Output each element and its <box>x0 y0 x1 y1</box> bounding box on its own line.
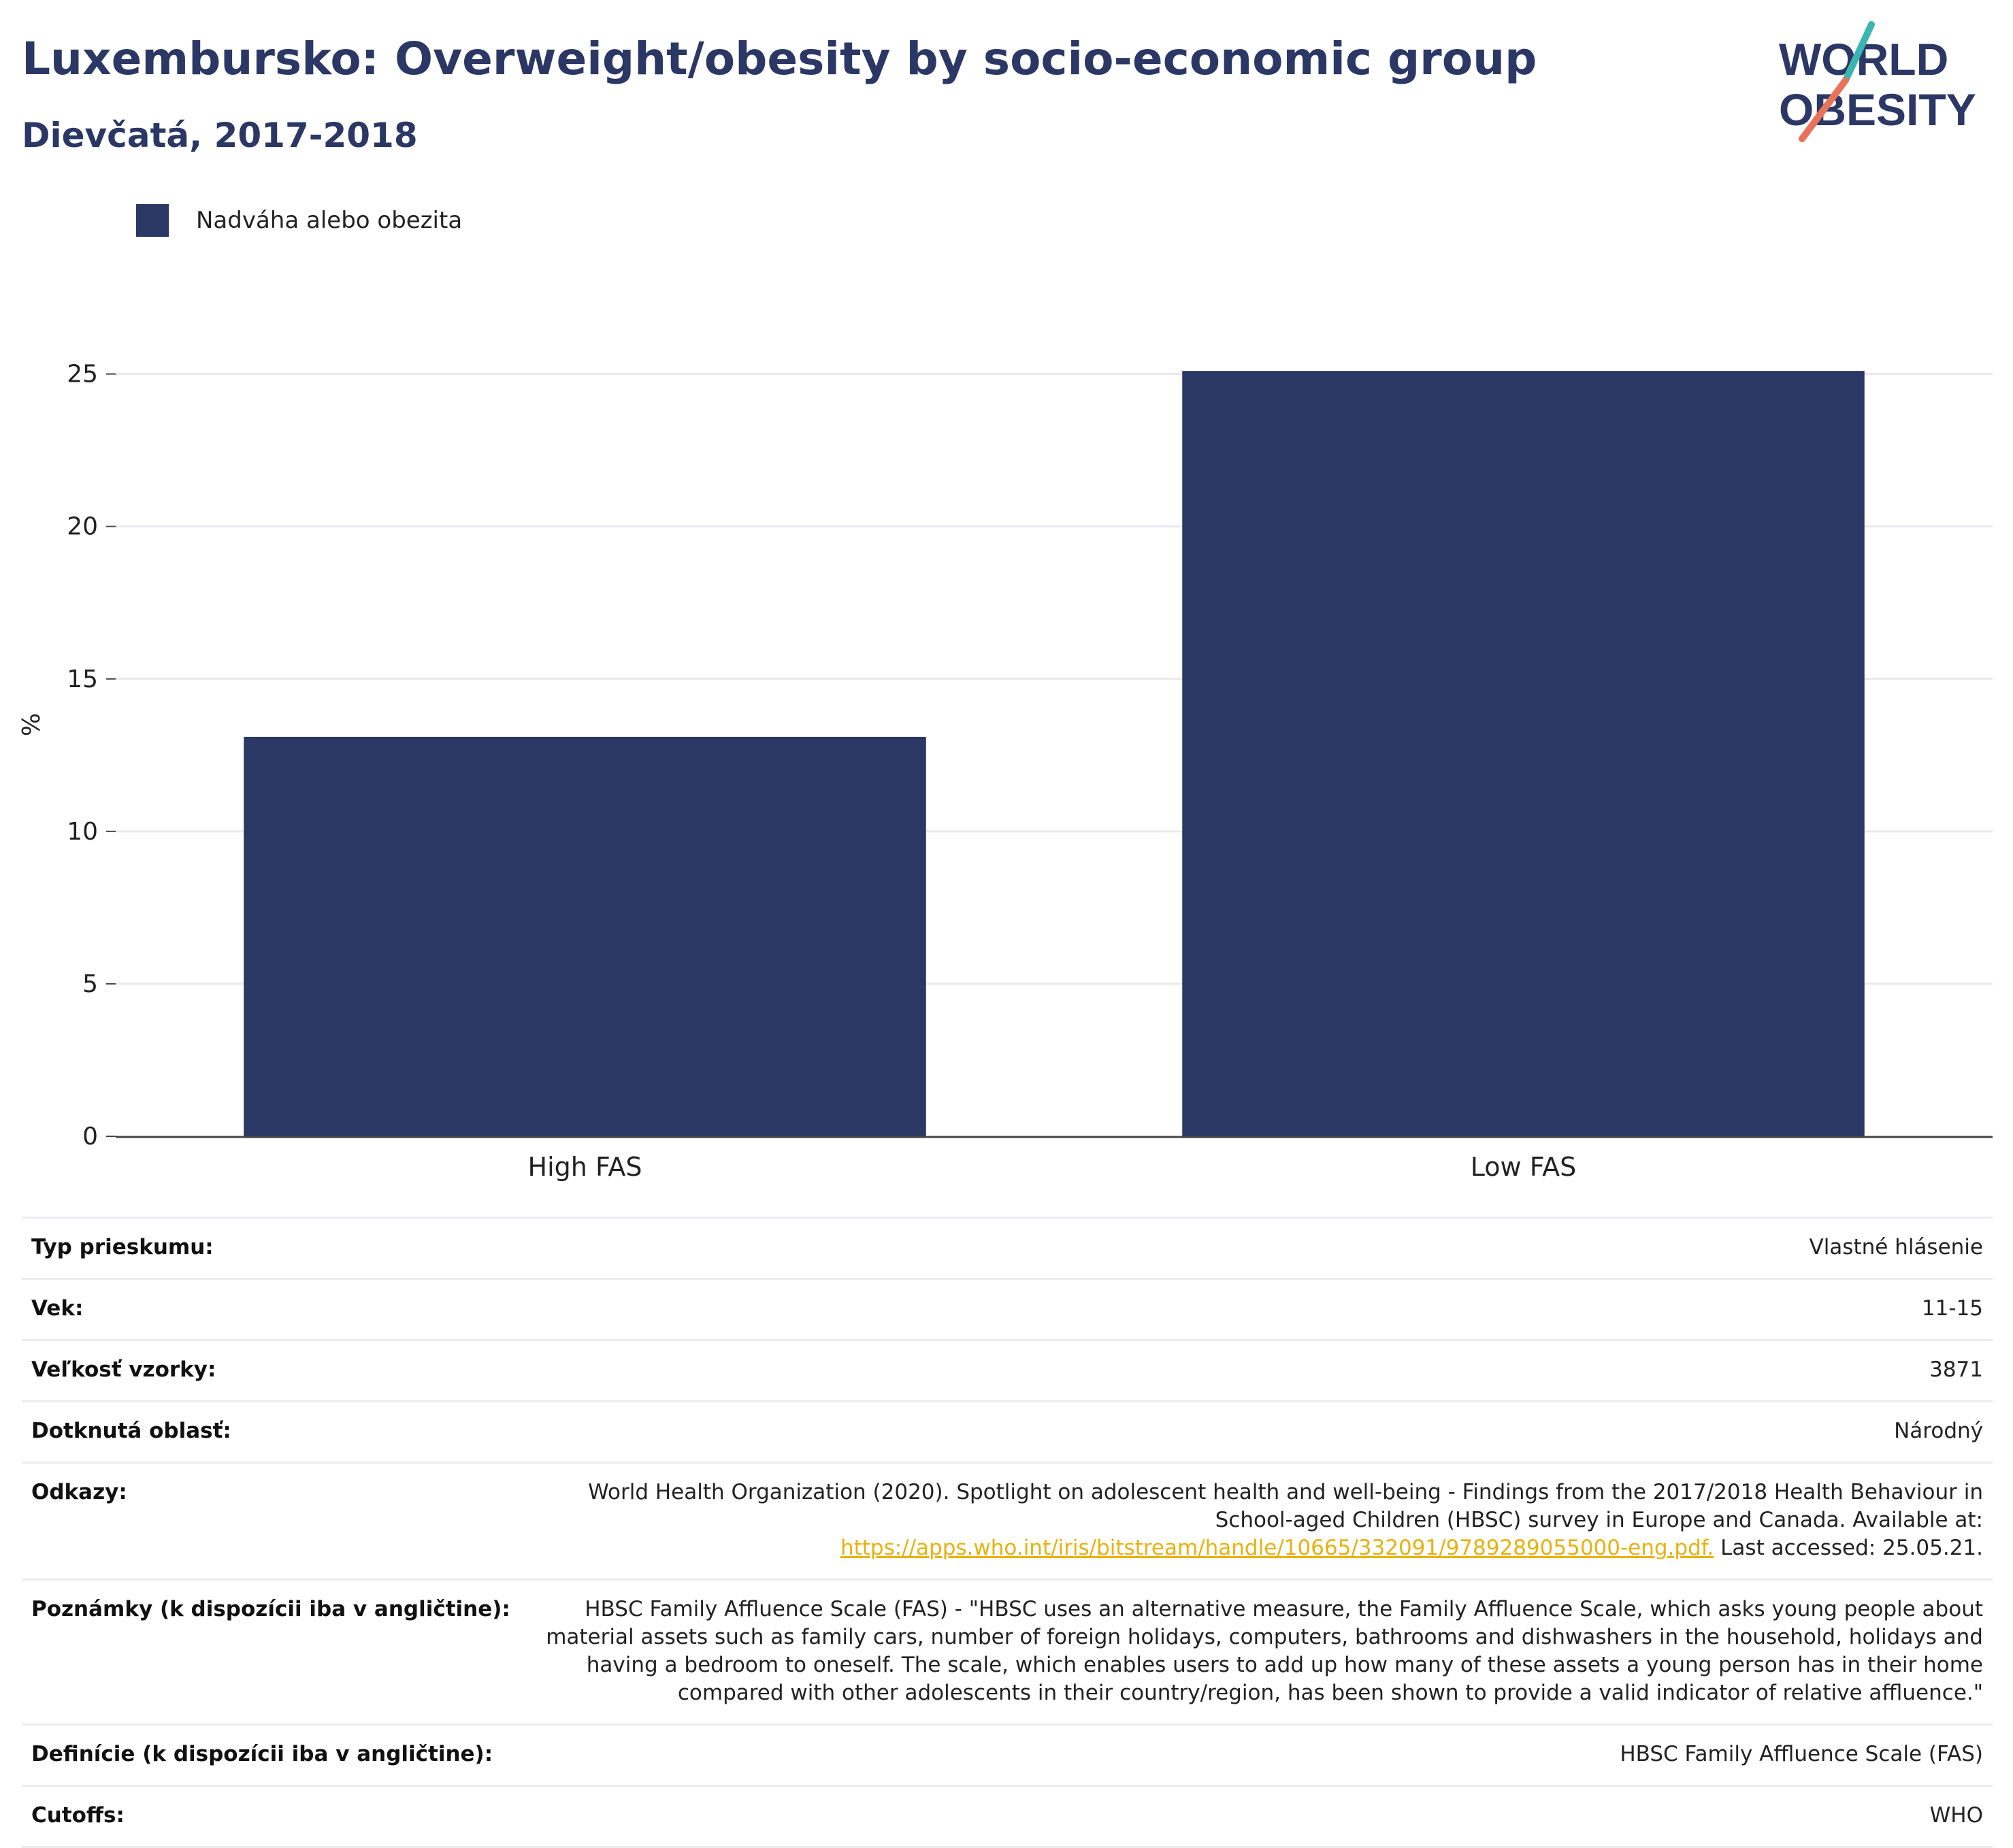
legend-label: Nadváha alebo obezita <box>196 207 463 234</box>
y-tick-label: 20 <box>67 513 98 541</box>
y-tick-label: 5 <box>82 970 98 998</box>
reference-text: World Health Organization (2020). Spotli… <box>588 1480 1983 1532</box>
info-row-age: Vek: 11-15 <box>22 1278 1993 1340</box>
x-axis-ticks: High FAS Low FAS <box>528 1152 1577 1182</box>
info-value-area-covered: Národný <box>531 1400 1993 1463</box>
info-table: Typ prieskumu: Vlastné hlásenie Vek: 11-… <box>22 1217 1993 1848</box>
y-tick-label: 10 <box>67 818 98 846</box>
bar-layer <box>244 371 1865 1136</box>
info-key-survey-type: Typ prieskumu: <box>22 1217 531 1279</box>
y-axis-label: % <box>18 713 46 736</box>
info-row-references: Odkazy: World Health Organization (2020)… <box>22 1462 1993 1580</box>
y-tick-label: 0 <box>82 1123 98 1151</box>
info-key-age: Vek: <box>22 1278 531 1340</box>
info-value-references: World Health Organization (2020). Spotli… <box>531 1462 1993 1580</box>
legend-swatch <box>136 204 169 237</box>
info-key-sample-size: Veľkosť vzorky: <box>22 1339 531 1402</box>
chart-subtitle: Dievčatá, 2017-2018 <box>22 116 418 155</box>
bar-low-fas <box>1182 371 1865 1136</box>
info-row-notes: Poznámky (k dispozícii iba v angličtine)… <box>22 1579 1993 1725</box>
info-value-age: 11-15 <box>531 1278 1993 1340</box>
logo-slash-coral <box>1799 77 1849 142</box>
info-value-notes: HBSC Family Affluence Scale (FAS) - "HBS… <box>531 1579 1993 1725</box>
info-key-definitions: Definície (k dispozícii iba v angličtine… <box>22 1723 531 1786</box>
info-key-references: Odkazy: <box>22 1462 531 1580</box>
info-value-sample-size: 3871 <box>531 1339 1993 1402</box>
y-tick-label: 25 <box>67 361 98 389</box>
bar-high-fas <box>244 736 926 1136</box>
info-key-cutoffs: Cutoffs: <box>22 1785 531 1848</box>
info-key-notes: Poznámky (k dispozícii iba v angličtine)… <box>22 1579 531 1725</box>
info-row-area-covered: Dotknutá oblasť: Národný <box>22 1400 1993 1463</box>
info-row-definitions: Definície (k dispozícii iba v angličtine… <box>22 1723 1993 1786</box>
info-row-survey-type: Typ prieskumu: Vlastné hlásenie <box>22 1217 1993 1279</box>
y-tick-label: 15 <box>67 665 98 693</box>
logo-slash-teal <box>1842 21 1875 84</box>
reference-suffix: Last accessed: 25.05.21. <box>1720 1536 1983 1560</box>
bar-chart: 0 5 10 15 20 25 High FAS Low FAS % <box>18 361 1993 1182</box>
x-tick-label: High FAS <box>528 1152 642 1182</box>
info-key-area-covered: Dotknutá oblasť: <box>22 1400 531 1463</box>
info-row-sample-size: Veľkosť vzorky: 3871 <box>22 1339 1993 1402</box>
chart-title: Luxembursko: Overweight/obesity by socio… <box>22 33 1537 85</box>
reference-link[interactable]: https://apps.who.int/iris/bitstream/hand… <box>840 1536 1714 1560</box>
y-axis-ticks: 0 5 10 15 20 25 <box>67 361 116 1151</box>
info-value-survey-type: Vlastné hlásenie <box>531 1217 1993 1279</box>
world-obesity-logo: WORLD OBESITY <box>1779 21 1976 142</box>
x-tick-label: Low FAS <box>1471 1152 1576 1182</box>
info-value-cutoffs: WHO <box>531 1785 1993 1848</box>
info-value-definitions: HBSC Family Affluence Scale (FAS) <box>531 1723 1993 1786</box>
chart-legend: Nadváha alebo obezita <box>136 201 462 240</box>
info-row-cutoffs: Cutoffs: WHO <box>22 1785 1993 1848</box>
